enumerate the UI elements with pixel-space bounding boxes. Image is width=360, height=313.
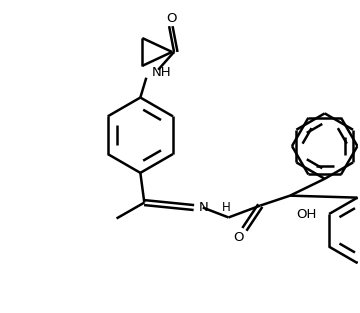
Text: NH: NH bbox=[152, 66, 172, 79]
Text: OH: OH bbox=[296, 208, 316, 221]
Text: N: N bbox=[199, 201, 208, 214]
Text: H: H bbox=[222, 201, 231, 214]
Text: O: O bbox=[233, 231, 244, 244]
Text: O: O bbox=[166, 12, 176, 25]
